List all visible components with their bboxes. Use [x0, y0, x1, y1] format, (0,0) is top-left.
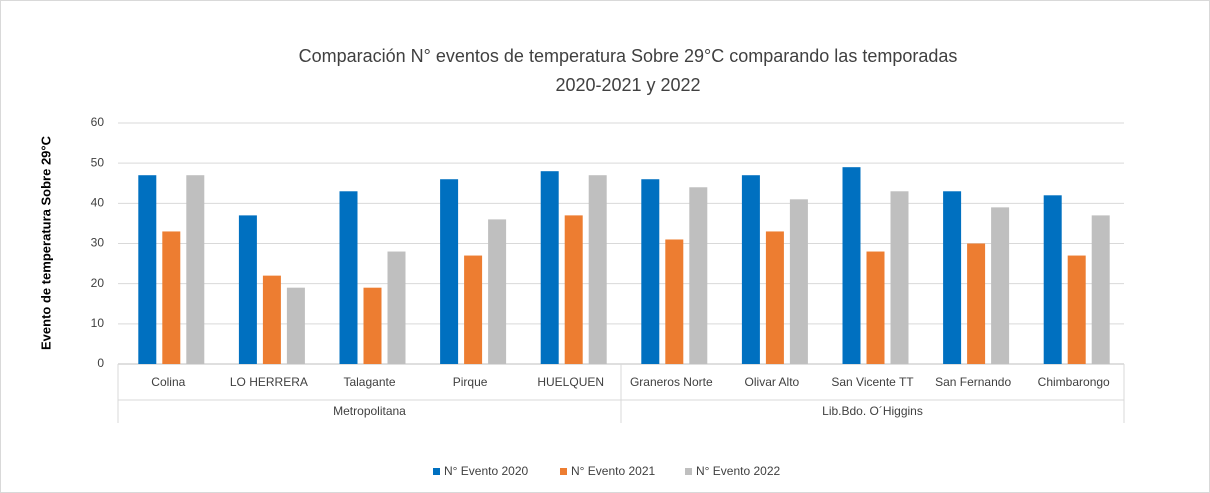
y-tick-label: 20: [91, 276, 105, 290]
bar: [1067, 255, 1086, 364]
bar: [967, 243, 986, 364]
x-tick-label: HUELQUEN: [537, 375, 604, 389]
chart-title: Comparación N° eventos de temperatura So…: [299, 46, 958, 66]
bar: [387, 251, 406, 364]
bar: [689, 187, 708, 364]
y-tick-label: 60: [91, 115, 105, 129]
x-tick-label: Graneros Norte: [630, 375, 713, 389]
x-tick-label: Talagante: [343, 375, 395, 389]
legend-swatch: [685, 468, 692, 475]
bar: [1043, 195, 1062, 364]
bar: [286, 287, 305, 364]
bar: [765, 231, 784, 364]
bar: [842, 167, 861, 364]
bar: [540, 171, 559, 364]
legend-swatch: [433, 468, 440, 475]
bar: [641, 179, 660, 364]
x-tick-label: Chimbarongo: [1038, 375, 1110, 389]
x-tick-label: Pirque: [453, 375, 488, 389]
group-label: Lib.Bdo. O´Higgins: [822, 404, 923, 418]
bar: [943, 191, 962, 364]
x-tick-label: Olivar Alto: [745, 375, 800, 389]
y-axis-title: Evento de temperatura Sobre 29°C: [38, 135, 53, 350]
bar: [866, 251, 885, 364]
bar: [789, 199, 808, 364]
bar: [339, 191, 358, 364]
y-tick-label: 40: [91, 196, 105, 210]
x-tick-label: LO HERRERA: [230, 375, 308, 389]
legend-label: N° Evento 2022: [696, 464, 781, 478]
bar: [588, 175, 607, 364]
bar: [991, 207, 1010, 364]
group-label: Metropolitana: [333, 404, 406, 418]
y-tick-label: 50: [91, 155, 105, 169]
chart-title: 2020-2021 y 2022: [555, 75, 700, 95]
bar: [564, 215, 583, 364]
bar: [363, 287, 382, 364]
bar: [464, 255, 483, 364]
x-tick-label: Colina: [151, 375, 185, 389]
bar: [138, 175, 157, 364]
legend-swatch: [560, 468, 567, 475]
y-tick-label: 10: [91, 316, 105, 330]
x-tick-label: San Fernando: [935, 375, 1011, 389]
bar: [741, 175, 760, 364]
bar: [238, 215, 257, 364]
y-tick-label: 30: [91, 236, 105, 250]
bar: [162, 231, 181, 364]
legend-label: N° Evento 2020: [444, 464, 529, 478]
bar: [440, 179, 459, 364]
legend-label: N° Evento 2021: [571, 464, 656, 478]
bar: [488, 219, 507, 364]
bar: [890, 191, 909, 364]
x-tick-label: San Vicente TT: [831, 375, 914, 389]
bar: [186, 175, 205, 364]
bar: [665, 239, 684, 364]
bar: [262, 275, 281, 364]
y-tick-label: 0: [97, 356, 104, 370]
bar: [1091, 215, 1110, 364]
